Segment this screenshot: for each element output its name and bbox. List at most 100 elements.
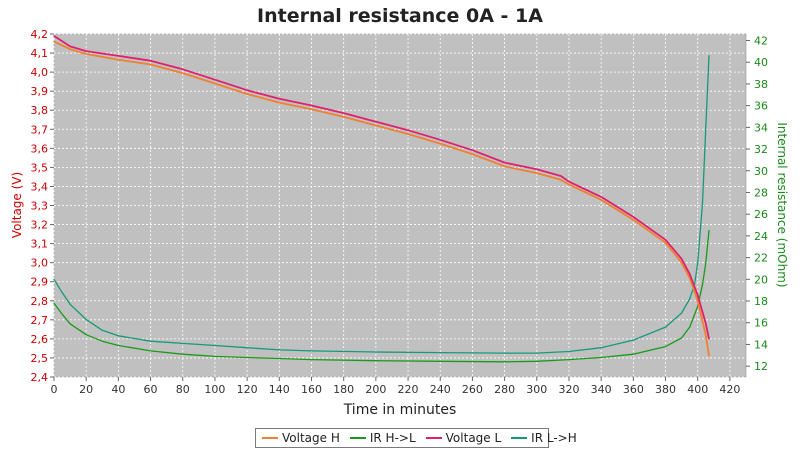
- data-point: [278, 357, 280, 360]
- y-left-tick-label: 2,6: [31, 333, 49, 346]
- legend-swatch: [349, 437, 366, 439]
- data-point: [568, 350, 570, 353]
- x-tick-label: 200: [365, 383, 386, 396]
- data-point: [632, 216, 634, 218]
- data-point: [150, 60, 152, 62]
- data-point: [697, 300, 699, 302]
- data-point: [101, 340, 103, 342]
- data-point: [407, 133, 409, 135]
- data-point: [375, 360, 377, 362]
- chart-title: Internal resistance 0A - 1A: [257, 5, 543, 27]
- data-point: [117, 55, 119, 57]
- data-point: [343, 112, 345, 114]
- x-axis-label: Time in minutes: [343, 402, 457, 418]
- data-point: [61, 291, 63, 293]
- series-ir-h-l: [53, 230, 710, 363]
- data-point: [69, 48, 71, 50]
- data-point: [568, 359, 570, 361]
- y-left-tick-label: 2,7: [31, 314, 49, 327]
- data-point: [708, 55, 710, 57]
- data-point: [697, 305, 699, 307]
- data-point: [439, 143, 441, 145]
- data-point: [632, 219, 634, 221]
- data-point: [85, 318, 87, 321]
- y-left-tick-label: 3,1: [31, 238, 49, 251]
- data-point: [53, 35, 55, 37]
- y-right-tick-label: 38: [754, 78, 768, 91]
- y-left-tick-label: 2,5: [31, 352, 49, 365]
- legend-label: Voltage H: [282, 431, 340, 445]
- data-point: [69, 323, 71, 325]
- legend-item: IR L->H: [511, 431, 577, 445]
- data-point: [504, 162, 506, 164]
- data-point: [536, 172, 538, 174]
- x-tick-label: 40: [111, 383, 125, 396]
- data-point: [53, 302, 55, 304]
- x-tick-label: 140: [269, 383, 290, 396]
- x-tick-label: 420: [719, 383, 740, 396]
- data-point: [278, 349, 280, 351]
- x-tick-label: 320: [558, 383, 579, 396]
- data-point: [681, 337, 683, 339]
- data-point: [681, 262, 683, 264]
- y-right-tick-label: 42: [754, 35, 768, 48]
- data-point: [504, 165, 506, 167]
- data-point: [310, 104, 313, 107]
- y-right-tick-label: 20: [754, 273, 768, 286]
- data-point: [708, 355, 710, 357]
- data-point: [568, 183, 570, 186]
- x-tick-label: 360: [623, 383, 644, 396]
- data-point: [278, 102, 280, 104]
- data-point: [701, 202, 704, 204]
- y-left-tick-label: 2,8: [31, 295, 49, 308]
- y-left-tick-label: 2,9: [31, 276, 49, 289]
- data-point: [471, 153, 473, 155]
- data-point: [182, 68, 184, 70]
- data-point: [708, 229, 710, 232]
- data-point: [689, 277, 691, 279]
- data-point: [568, 181, 570, 183]
- data-point: [689, 326, 691, 328]
- legend-item: Voltage H: [262, 431, 340, 445]
- data-point: [705, 262, 707, 264]
- x-tick-label: 120: [237, 383, 258, 396]
- data-point: [471, 149, 473, 151]
- data-point: [101, 329, 103, 331]
- data-point: [310, 359, 313, 361]
- y-left-tick-label: 3,9: [31, 85, 49, 98]
- y-right-tick-label: 14: [754, 338, 768, 351]
- data-point: [117, 344, 119, 347]
- data-point: [664, 239, 667, 241]
- data-point: [689, 298, 691, 300]
- legend-item: Voltage L: [425, 431, 501, 445]
- data-point: [536, 168, 538, 170]
- data-point: [375, 121, 377, 123]
- y-left-tick-label: 3,0: [31, 257, 49, 270]
- y-right-tick-label: 18: [754, 295, 768, 308]
- data-point: [69, 303, 71, 305]
- legend-item: IR H->L: [349, 431, 416, 445]
- y-right-tick-label: 40: [754, 56, 768, 69]
- data-point: [343, 116, 345, 118]
- x-tick-label: 380: [655, 383, 676, 396]
- x-tick-label: 300: [526, 383, 547, 396]
- data-point: [407, 129, 409, 131]
- y-axis-left: 2,4 2,5 2,6 2,7 2,8 2,9 3,0 3,1 3,2 3,3 3,4 3,5 3,6 3…: [31, 28, 54, 384]
- data-point: [681, 312, 683, 314]
- y-left-tick-label: 3,8: [31, 104, 49, 117]
- legend-swatch: [262, 437, 278, 439]
- data-point: [560, 175, 562, 177]
- data-point: [214, 82, 216, 85]
- y-left-tick-label: 3,7: [31, 123, 49, 136]
- data-point: [85, 53, 87, 55]
- y-left-tick-label: 3,4: [31, 180, 49, 193]
- y-axis-left-label: Voltage (V): [10, 172, 24, 238]
- legend-swatch: [425, 437, 442, 439]
- data-point: [560, 179, 562, 181]
- data-point: [214, 344, 216, 347]
- y-right-tick-label: 22: [754, 252, 768, 265]
- data-point: [697, 294, 699, 296]
- data-point: [439, 352, 441, 354]
- data-point: [632, 353, 634, 355]
